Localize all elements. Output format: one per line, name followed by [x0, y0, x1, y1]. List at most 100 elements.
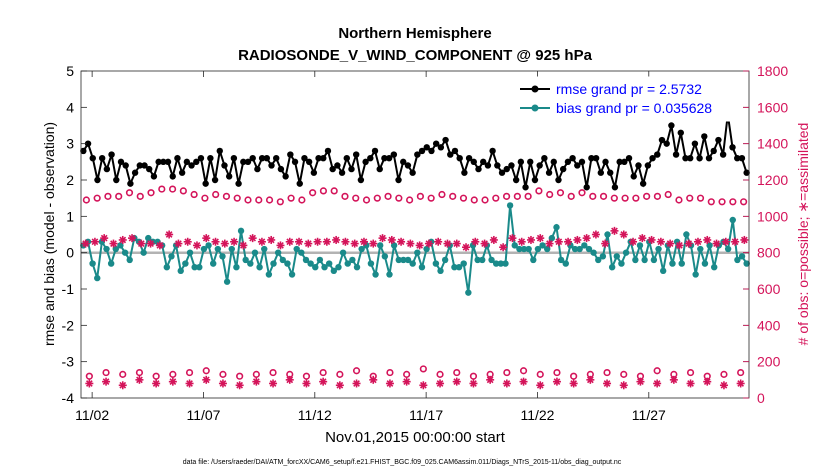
obs-assimilated-marker [486, 375, 495, 384]
rmse-point [390, 151, 398, 158]
right-axis: 0 200 400 600 800 1000 1200 1400 1600 1800 [743, 63, 788, 406]
bias-point [186, 249, 194, 256]
bias-point [237, 227, 245, 235]
chart-subtitle: RADIOSONDE_V_WIND_COMPONENT @ 925 hPa [238, 47, 593, 64]
bias-point [307, 260, 314, 267]
rmse-point [550, 158, 557, 166]
obs-possible-marker [707, 198, 715, 206]
obs-possible-marker [386, 368, 394, 377]
obs-assimilated-marker [554, 237, 563, 246]
bias-point [525, 245, 532, 253]
bias-point [460, 260, 467, 267]
right-axis-label: # of obs: o=possible; ∗=assimilated [795, 123, 811, 346]
bias-point [734, 256, 741, 264]
obs-assimilated-marker [168, 377, 177, 386]
rmse-point [734, 155, 741, 162]
obs-assimilated-marker [152, 379, 161, 388]
obs-possible-marker [179, 187, 187, 195]
obs-assimilated-marker [573, 235, 582, 244]
obs-possible-marker [395, 194, 403, 202]
obs-assimilated-marker [118, 381, 127, 390]
left-axis-label: rmse and bias (model - observation) [41, 122, 57, 346]
bias-point [506, 202, 514, 209]
obs-possible-marker [438, 190, 446, 199]
obs-assimilated-marker [322, 237, 331, 246]
bias-point [344, 260, 351, 267]
bias-point [256, 264, 263, 271]
bias-point [103, 245, 110, 253]
obs-assimilated-marker [629, 237, 638, 246]
obs-assimilated-marker [135, 375, 144, 384]
bias-point [743, 260, 750, 267]
bias-point [738, 253, 746, 260]
bias-point [585, 245, 593, 253]
rmse-point [329, 165, 336, 173]
obs-assimilated-marker [304, 239, 313, 248]
obs-possible-marker [470, 196, 478, 204]
rmse-point [160, 158, 167, 166]
obs-possible-marker [152, 372, 160, 380]
bias-point [288, 271, 296, 278]
obs-possible-marker [419, 365, 427, 373]
rmse-point [197, 155, 205, 162]
obs-possible-marker [336, 370, 344, 378]
rmse-point [508, 162, 515, 169]
left-y-tick-label: 4 [66, 99, 74, 115]
rmse-point [207, 155, 214, 162]
rmse-point [362, 158, 369, 166]
obs-possible-marker [93, 194, 101, 202]
bias-point [265, 271, 273, 278]
bias-point [414, 249, 421, 256]
rmse-point [103, 165, 111, 173]
obs-possible-marker [190, 190, 198, 199]
obs-assimilated-marker [638, 234, 647, 243]
obs-possible-marker [686, 194, 694, 202]
rmse-point [451, 147, 459, 155]
bias-point [683, 231, 690, 238]
rmse-point [531, 176, 539, 184]
obs-assimilated-marker [582, 234, 591, 243]
rmse-point [136, 162, 144, 169]
rmse-point [80, 147, 87, 155]
obs-assimilated-marker [462, 243, 471, 252]
obs-assimilated-marker [102, 377, 111, 386]
rmse-point [244, 158, 252, 166]
obs-assimilated-marker [703, 235, 712, 244]
bias-point [622, 249, 630, 256]
rmse-point [108, 151, 115, 158]
obs-possible-marker [740, 198, 748, 206]
obs-assimilated-marker [302, 379, 311, 388]
obs-assimilated-marker [332, 235, 341, 244]
rmse-point [113, 176, 120, 184]
bias-point [692, 271, 699, 278]
rmse-point [352, 151, 360, 158]
obs-assimilated-marker [719, 381, 728, 390]
bias-point [562, 260, 569, 267]
obs-possible-marker [169, 370, 177, 378]
bias-point [400, 256, 407, 264]
rmse-point [155, 158, 162, 166]
rmse-point [635, 162, 642, 169]
bias-point [330, 267, 338, 275]
bias-point [604, 231, 611, 238]
obs-possible-marker [222, 192, 231, 200]
obs-assimilated-marker [319, 377, 328, 386]
rmse-point [258, 155, 266, 162]
rmse-point [639, 180, 647, 187]
obs-assimilated-marker [669, 375, 678, 384]
obs-assimilated-marker [436, 379, 445, 388]
obs-assimilated-marker [235, 381, 244, 390]
obs-assimilated-marker [313, 237, 322, 246]
bias-point [377, 242, 384, 249]
obs-assimilated-marker [341, 237, 350, 246]
rmse-point [470, 158, 478, 166]
obs-assimilated-marker [419, 381, 428, 390]
bias-point [177, 267, 184, 275]
bias-point [274, 249, 282, 256]
rmse-point [705, 155, 713, 162]
obs-possible-marker [453, 368, 461, 377]
bias-point [618, 260, 625, 267]
obs-assimilated-marker [267, 235, 276, 244]
bias-point [168, 253, 175, 260]
